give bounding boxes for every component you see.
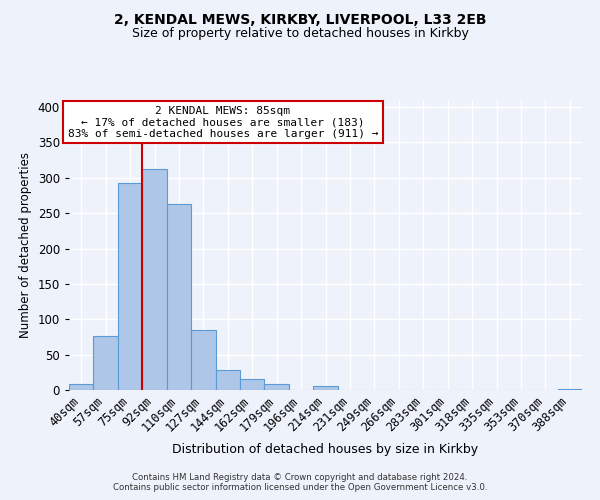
- Bar: [118, 184, 142, 390]
- Y-axis label: Number of detached properties: Number of detached properties: [19, 152, 32, 338]
- Bar: [265, 384, 289, 390]
- Text: 2, KENDAL MEWS, KIRKBY, LIVERPOOL, L33 2EB: 2, KENDAL MEWS, KIRKBY, LIVERPOOL, L33 2…: [114, 12, 486, 26]
- Bar: [167, 204, 191, 390]
- Bar: [191, 330, 215, 390]
- Text: Size of property relative to detached houses in Kirkby: Size of property relative to detached ho…: [131, 28, 469, 40]
- Bar: [69, 384, 94, 390]
- Bar: [94, 336, 118, 390]
- Text: Contains HM Land Registry data © Crown copyright and database right 2024.
Contai: Contains HM Land Registry data © Crown c…: [113, 473, 487, 492]
- Bar: [313, 386, 338, 390]
- Text: 2 KENDAL MEWS: 85sqm
← 17% of detached houses are smaller (183)
83% of semi-deta: 2 KENDAL MEWS: 85sqm ← 17% of detached h…: [68, 106, 378, 139]
- Bar: [557, 388, 582, 390]
- Bar: [215, 370, 240, 390]
- Bar: [240, 378, 265, 390]
- X-axis label: Distribution of detached houses by size in Kirkby: Distribution of detached houses by size …: [172, 442, 479, 456]
- Bar: [142, 168, 167, 390]
